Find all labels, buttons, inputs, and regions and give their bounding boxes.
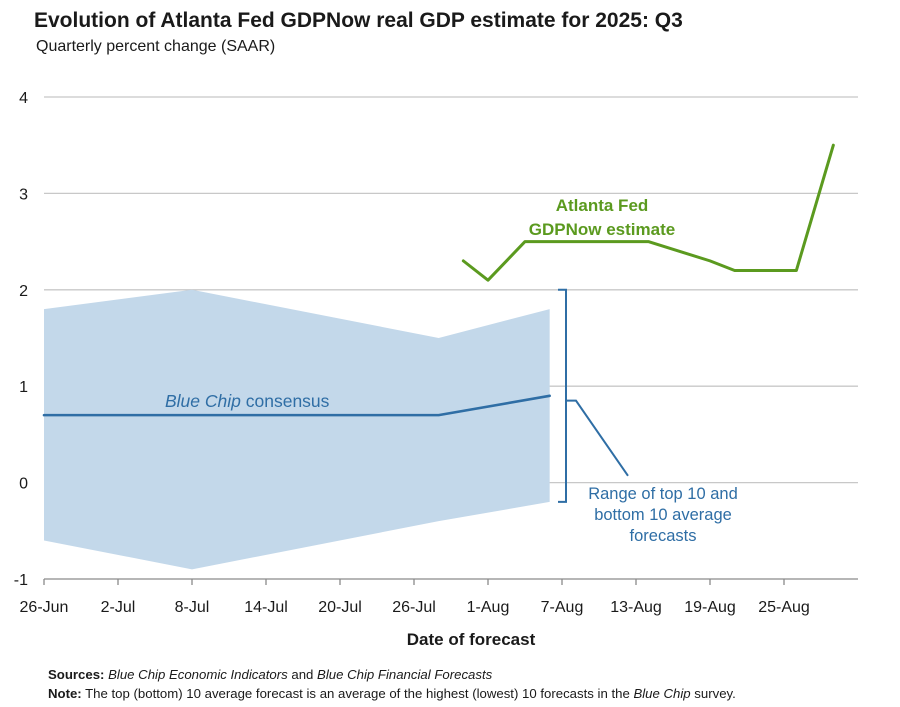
x-axis-title: Date of forecast	[407, 630, 536, 649]
x-tick-label: 25-Aug	[758, 599, 810, 616]
x-tick-label: 19-Aug	[684, 599, 736, 616]
range-bracket	[558, 288, 567, 503]
gdpnow-label: GDPNow estimate	[529, 220, 675, 239]
note-end: survey.	[690, 686, 736, 701]
x-tick-label: 26-Jul	[392, 599, 436, 616]
note-line: Note: The top (bottom) 10 average foreca…	[48, 684, 736, 703]
annotation-layer: Atlanta Fed GDPNow estimate Blue Chip cons…	[165, 196, 738, 545]
band-layer	[44, 289, 550, 570]
note-italic: Blue Chip	[633, 686, 691, 701]
y-tick-label: 3	[19, 186, 28, 203]
sources-label: Sources:	[48, 667, 105, 682]
source-1: Blue Chip Economic Indicators	[108, 667, 288, 682]
gdpnow-line	[461, 143, 835, 282]
note-label: Note:	[48, 686, 82, 701]
range-leader-line	[566, 399, 629, 477]
range-label: forecasts	[630, 527, 697, 545]
y-tick-label: 4	[19, 90, 28, 107]
x-tick-label: 7-Aug	[541, 599, 584, 616]
x-tick-label: 1-Aug	[467, 599, 510, 616]
sources-and: and	[287, 667, 318, 682]
bluechip-line	[42, 394, 551, 417]
x-tick-label: 14-Jul	[244, 599, 288, 616]
x-tick-label: 8-Jul	[175, 599, 210, 616]
x-tick-label: 13-Aug	[610, 599, 662, 616]
y-tick-label: 0	[19, 476, 28, 493]
x-tick-label: 2-Jul	[101, 599, 136, 616]
chart-plot: Atlanta Fed GDPNow estimate Blue Chip cons…	[14, 90, 858, 649]
x-tick-label: 20-Jul	[318, 599, 362, 616]
gdpnow-label: Atlanta Fed	[556, 196, 649, 215]
y-tick-label: -1	[14, 572, 28, 589]
y-tick-label: 1	[19, 379, 28, 396]
axis-layer: -1 0 1 2 3 4 26-Jun 2-Jul 8-Jul 14-Jul 20-Jul 26-Ju…	[14, 90, 858, 649]
chart-title: Evolution of Atlanta Fed GDPNow real GDP…	[34, 9, 683, 32]
bluechip-label-italic: Blue Chip	[165, 391, 241, 411]
sources-line: Sources: Blue Chip Economic Indicators a…	[48, 665, 736, 684]
forecast-range-band	[44, 289, 550, 570]
x-tick-label: 26-Jun	[20, 599, 69, 616]
bluechip-label: Blue Chip consensus	[165, 391, 330, 411]
bluechip-label-rest: consensus	[241, 391, 330, 411]
y-tick-label: 2	[19, 283, 28, 300]
series-layer	[42, 143, 835, 417]
footnotes: Sources: Blue Chip Economic Indicators a…	[48, 665, 736, 703]
range-label: bottom 10 average	[594, 506, 732, 524]
range-label: Range of top 10 and	[588, 485, 738, 503]
chart-subtitle: Quarterly percent change (SAAR)	[36, 38, 276, 55]
note-text: The top (bottom) 10 average forecast is …	[81, 686, 634, 701]
source-2: Blue Chip Financial Forecasts	[317, 667, 493, 682]
